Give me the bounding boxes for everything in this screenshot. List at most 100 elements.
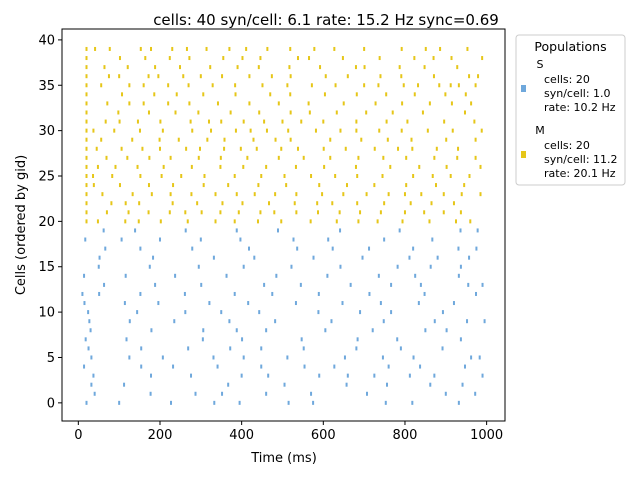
x-tick-label-4: 800 xyxy=(393,428,418,443)
spike-M-146 xyxy=(385,119,388,124)
spike-S-170 xyxy=(475,246,478,251)
spike-S-158 xyxy=(408,255,411,260)
spike-M-98 xyxy=(385,92,388,97)
spike-M-115 xyxy=(428,101,431,106)
spike-M-326 xyxy=(459,210,462,215)
spike-M-233 xyxy=(389,164,392,169)
spike-S-59 xyxy=(87,346,90,351)
spike-M-174 xyxy=(206,137,209,142)
spike-S-144 xyxy=(148,264,151,269)
spike-M-48 xyxy=(423,65,426,70)
spike-M-235 xyxy=(445,164,448,169)
spike-M-240 xyxy=(139,174,142,178)
spike-M-290 xyxy=(85,201,88,206)
legend-entry-name-S: S xyxy=(537,58,544,71)
spike-M-132 xyxy=(85,119,88,124)
spike-M-312 xyxy=(184,210,187,215)
spike-S-157 xyxy=(361,255,364,260)
spike-S-155 xyxy=(253,255,256,260)
spike-S-92 xyxy=(433,319,436,324)
spike-M-32 xyxy=(432,56,435,61)
spike-S-137 xyxy=(225,273,228,278)
spike-M-148 xyxy=(443,119,446,124)
spike-M-292 xyxy=(124,201,127,206)
spike-M-255 xyxy=(85,183,88,188)
spike-M-283 xyxy=(365,192,368,197)
spike-M-294 xyxy=(171,201,174,206)
spike-S-0 xyxy=(85,400,88,405)
spike-M-52 xyxy=(118,74,121,79)
spike-M-332 xyxy=(186,219,189,224)
spike-S-167 xyxy=(368,246,371,251)
spike-S-122 xyxy=(423,291,426,296)
spike-M-160 xyxy=(287,128,290,133)
spike-S-10 xyxy=(93,391,96,396)
spike-S-9 xyxy=(457,400,460,405)
spike-M-43 xyxy=(288,65,291,70)
spike-M-117 xyxy=(470,101,473,106)
plot-area xyxy=(62,29,505,421)
spike-S-130 xyxy=(390,282,393,287)
spike-S-6 xyxy=(312,400,315,405)
x-tick-label-1: 200 xyxy=(148,428,173,443)
spike-S-166 xyxy=(331,246,334,251)
spike-S-80 xyxy=(265,328,268,333)
spike-M-45 xyxy=(354,65,357,70)
spike-M-251 xyxy=(412,174,415,178)
spike-S-131 xyxy=(419,282,422,287)
spike-M-182 xyxy=(410,137,413,142)
spike-M-298 xyxy=(268,201,271,206)
spike-M-2 xyxy=(108,46,111,51)
spike-S-66 xyxy=(399,346,402,351)
spike-S-123 xyxy=(475,291,478,296)
spike-M-254 xyxy=(468,174,471,178)
spike-S-96 xyxy=(136,310,139,315)
spike-M-207 xyxy=(148,155,151,160)
spike-M-128 xyxy=(365,110,368,115)
spike-S-95 xyxy=(87,310,90,315)
spike-M-333 xyxy=(214,219,217,224)
spike-M-12 xyxy=(313,46,316,51)
spike-M-145 xyxy=(355,119,358,124)
spike-M-14 xyxy=(363,46,366,51)
spike-M-54 xyxy=(157,74,160,79)
spike-S-151 xyxy=(459,264,462,269)
spike-M-191 xyxy=(199,146,201,151)
spike-M-197 xyxy=(322,146,325,151)
spike-M-205 xyxy=(105,155,108,160)
spike-M-18 xyxy=(466,46,469,51)
spike-M-212 xyxy=(277,155,280,160)
spike-M-176 xyxy=(252,137,255,142)
spike-M-299 xyxy=(293,201,296,206)
spike-M-270 xyxy=(85,192,88,197)
spike-M-287 xyxy=(442,192,445,197)
plot-background xyxy=(62,29,505,421)
spike-M-257 xyxy=(118,183,121,188)
spike-M-297 xyxy=(241,201,244,206)
spike-M-310 xyxy=(147,210,150,215)
spike-M-29 xyxy=(341,56,344,61)
spike-M-337 xyxy=(309,219,312,224)
spike-M-309 xyxy=(127,210,130,215)
spike-S-138 xyxy=(275,273,278,278)
spike-M-133 xyxy=(104,119,107,124)
spike-S-39 xyxy=(140,364,143,369)
spike-M-101 xyxy=(464,92,467,97)
spike-M-239 xyxy=(111,174,114,178)
spike-M-323 xyxy=(403,210,406,215)
spike-M-227 xyxy=(219,164,222,169)
spike-S-143 xyxy=(97,264,100,269)
spike-S-87 xyxy=(173,319,176,324)
spike-M-209 xyxy=(197,155,200,160)
spike-M-83 xyxy=(417,83,420,88)
spike-S-135 xyxy=(124,273,127,278)
y-tick-label-7: 35 xyxy=(38,79,55,94)
legend-entry-line-S-2: rate: 10.2 Hz xyxy=(544,101,616,114)
spike-S-172 xyxy=(120,237,123,242)
spike-M-202 xyxy=(435,146,438,151)
x-tick-label-3: 600 xyxy=(311,428,336,443)
spike-M-159 xyxy=(265,128,268,133)
spike-S-84 xyxy=(445,328,448,333)
spike-S-74 xyxy=(396,337,399,342)
